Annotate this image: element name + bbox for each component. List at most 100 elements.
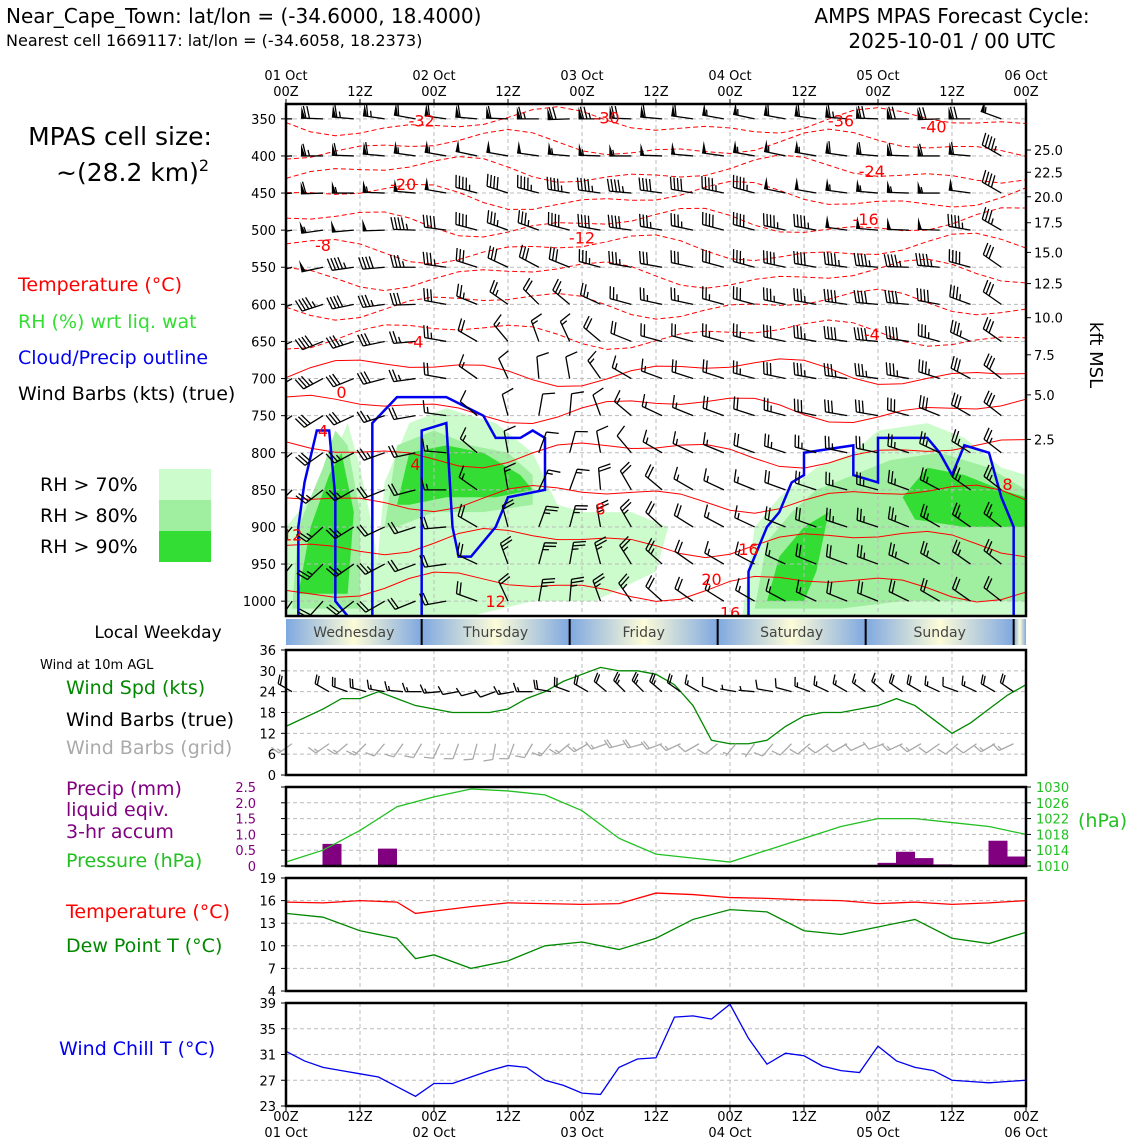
- temp-ytick-label: 16: [259, 895, 276, 910]
- barb-half: [551, 148, 554, 155]
- barb-shaft: [981, 144, 1002, 157]
- barb-full: [474, 689, 481, 698]
- barb-full: [607, 214, 611, 228]
- barb-full: [269, 536, 280, 541]
- upper-wind-barb: [672, 431, 694, 454]
- barb-full: [951, 502, 958, 515]
- barb-full: [306, 106, 311, 119]
- barb-full: [672, 431, 677, 444]
- upper-wind-barb: [536, 351, 549, 379]
- barb-full: [888, 673, 893, 683]
- upper-wind-barb: [569, 391, 585, 416]
- upper-wind-barb: [388, 331, 416, 345]
- barb-full: [297, 377, 308, 388]
- barb-full: [584, 215, 587, 228]
- barb-full: [390, 597, 399, 609]
- barb-full: [891, 507, 895, 521]
- time-tick-hour: 00Z: [273, 85, 299, 100]
- barb-full: [332, 373, 341, 385]
- barb-shaft: [684, 743, 700, 753]
- barb-full: [885, 325, 888, 339]
- barb-full: [951, 576, 958, 589]
- barb-full: [645, 215, 649, 228]
- barb-full: [420, 477, 425, 491]
- upper-wind-barb: [326, 295, 354, 310]
- wind-barb-true: [871, 672, 885, 693]
- barb-full: [617, 179, 621, 193]
- barb-half: [366, 566, 372, 572]
- barb-full: [426, 288, 429, 302]
- panel-frame: [284, 876, 1028, 993]
- precip-ytick-label: 0: [248, 860, 256, 875]
- barb-full: [864, 290, 868, 304]
- barb-full: [460, 320, 466, 333]
- upper-wind-barb: [286, 229, 293, 232]
- barb-full: [333, 257, 340, 270]
- barb-full: [555, 249, 559, 262]
- barb-shaft: [825, 411, 848, 417]
- upper-wind-barb: [565, 351, 578, 379]
- time-tick-date: 01 Oct: [264, 1126, 307, 1140]
- barb-full: [888, 143, 893, 156]
- upper-wind-barb: [982, 316, 1002, 342]
- upper-wind-barb: [793, 213, 817, 231]
- height-axis-label: kft MSL: [1085, 322, 1106, 388]
- barb-half: [311, 301, 317, 308]
- upper-wind-barb: [981, 206, 1002, 231]
- barb-full: [606, 739, 613, 748]
- upper-wind-barb: [670, 213, 694, 231]
- barb-full: [862, 741, 870, 750]
- barb-half: [595, 583, 601, 588]
- wind-ytick-label: 6: [268, 748, 276, 763]
- upper-wind-barb: [794, 434, 817, 454]
- temperature-contour-label: -24: [859, 162, 885, 181]
- upper-wind-barb: [300, 105, 324, 120]
- barb-full: [764, 506, 768, 519]
- barb-full: [297, 416, 308, 426]
- barb-half: [926, 681, 929, 687]
- upper-wind-barb: [455, 139, 478, 157]
- barb-shaft: [616, 435, 632, 454]
- barb-full: [492, 281, 498, 294]
- wind-barb-grid: [531, 743, 552, 757]
- dew-point-line: [285, 908, 1027, 970]
- upper-wind-barb: [592, 387, 604, 416]
- barb-half: [707, 585, 711, 592]
- barb-half: [616, 679, 620, 685]
- upper-wind-barb: [639, 287, 663, 305]
- barb-half: [644, 401, 648, 408]
- pressure-tick-label: 600: [251, 298, 276, 313]
- barb-full: [546, 431, 559, 435]
- barb-full: [922, 107, 927, 120]
- upper-wind-barb: [950, 355, 971, 380]
- barb-full: [384, 753, 395, 758]
- barb-full: [647, 503, 655, 515]
- barb-half: [336, 530, 342, 536]
- barb-full: [949, 284, 952, 297]
- barb-full: [361, 256, 367, 270]
- barb-full: [800, 363, 803, 376]
- barb-shaft: [871, 680, 885, 693]
- barb-full: [982, 675, 986, 686]
- barb-half: [339, 339, 344, 346]
- upper-wind-barb: [764, 469, 786, 491]
- precip-liquid-label: liquid eqiv.: [66, 799, 169, 821]
- barb-full: [619, 461, 630, 472]
- barb-shaft: [394, 563, 416, 573]
- wind-barb-grid: [844, 743, 866, 752]
- upper-wind-barb: [518, 244, 540, 268]
- wind-barb-true: [553, 676, 570, 693]
- precip-ytick-label: 1.0: [235, 828, 256, 843]
- barb-shaft: [332, 685, 348, 693]
- barb-full: [277, 674, 281, 684]
- barb-shaft: [795, 482, 817, 491]
- barb-shaft: [684, 683, 700, 693]
- barb-shaft: [917, 299, 940, 305]
- barb-shaft: [286, 377, 293, 383]
- wind-barb-true: [813, 675, 829, 693]
- barb-shaft: [645, 585, 663, 602]
- barb-shaft: [982, 291, 1002, 305]
- barb-flag: [640, 104, 645, 118]
- barb-shaft: [362, 153, 385, 157]
